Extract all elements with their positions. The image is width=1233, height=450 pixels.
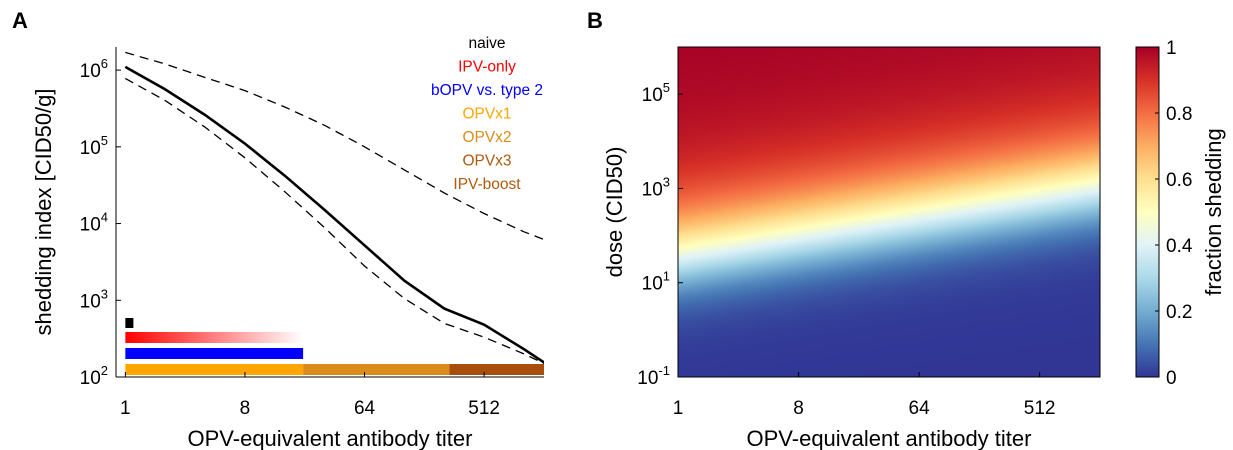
panel-a-x-tick-label: 1 — [120, 398, 131, 419]
panel-b-x-axis-label: OPV-equivalent antibody titer — [747, 426, 1032, 450]
range-bar-3-2 — [449, 364, 544, 375]
colorbar-tick-label: 0.8 — [1166, 104, 1192, 125]
legend-entry: IPV-boost — [453, 176, 521, 193]
series-line-0 — [124, 65, 544, 364]
panel-a-y-tick-label-exponent: 5 — [101, 133, 108, 148]
panel-a-y-tick-label-exponent: 2 — [101, 363, 108, 378]
panel-b-y-tick-label-exponent: 1 — [663, 269, 670, 284]
legend-entry: OPVx2 — [462, 129, 511, 146]
panel-a-y-tick-label: 104 — [80, 210, 108, 236]
panel-a-y-axis-label: shedding index [CID50/g] — [31, 88, 56, 335]
panel-b-y-tick-label-base: 10 — [642, 85, 663, 106]
panel-b-letter: B — [587, 8, 603, 33]
panel-b-y-tick-label-base: 10 — [637, 368, 658, 389]
heatmap-image — [678, 47, 1100, 377]
range-bar-0-0 — [125, 318, 134, 328]
range-bar-1-0 — [125, 332, 304, 343]
colorbar — [1135, 46, 1160, 378]
panel-a-x-axis-label: OPV-equivalent antibody titer — [188, 426, 473, 450]
panel-a-x-tick-label: 8 — [240, 398, 251, 419]
panel-b-plot-frame — [677, 46, 1101, 378]
panel-a-y-tick-label-base: 10 — [80, 138, 101, 159]
panel-a-y-tick-label-base: 10 — [80, 291, 101, 312]
panel-b-x-tick-label: 8 — [793, 398, 804, 419]
panel-b-y-tick-label-exponent: 5 — [663, 80, 670, 95]
panel-b-x-tick-label: 64 — [909, 398, 931, 419]
panel-b-y-tick-label: 10-1 — [637, 363, 670, 389]
colorbar-tick-label: 0 — [1166, 368, 1177, 389]
panel-a-y-tick-label: 106 — [80, 56, 108, 82]
panel-a-y-tick-label-base: 10 — [80, 215, 101, 236]
legend-entry: naive — [468, 35, 505, 52]
panel-b-y-tick-label-exponent: 3 — [663, 174, 670, 189]
panel-b-y-tick-label-base: 10 — [642, 179, 663, 200]
legend-entry: IPV-only — [458, 59, 516, 76]
panel-a-letter: A — [12, 8, 28, 33]
colorbar-tick-label: 0.2 — [1166, 302, 1192, 323]
legend-entry: OPVx3 — [462, 153, 511, 170]
panel-b-y-tick-label-exponent: -1 — [658, 363, 670, 378]
series-line-2 — [124, 77, 544, 365]
panel-b-y-tick-label: 101 — [642, 269, 670, 295]
series-line-1 — [125, 51, 544, 241]
panel-b-x-tick-label: 1 — [673, 398, 684, 419]
panel-a-y-tick-label: 103 — [80, 286, 108, 312]
panel-a-y-tick-label: 105 — [80, 133, 108, 159]
range-bar-3-1 — [303, 364, 450, 375]
range-bar-2-0 — [125, 348, 304, 359]
colorbar-tick-label: 0.6 — [1166, 170, 1192, 191]
legend-entry: bOPV vs. type 2 — [431, 82, 543, 99]
panel-b-y-tick-label-base: 10 — [642, 274, 663, 295]
panel-b-y-axis-label: dose (CID50) — [602, 147, 627, 278]
legend-entry: OPVx1 — [462, 106, 511, 123]
colorbar-label: fraction shedding — [1201, 128, 1226, 296]
range-bar-3-0 — [125, 364, 304, 375]
panel-a-y-tick-label-base: 10 — [80, 368, 101, 389]
panel-a-x-tick-label: 64 — [354, 398, 376, 419]
panel-b-y-tick-label: 105 — [642, 80, 670, 106]
panel-a-y-tick-label-exponent: 6 — [101, 56, 108, 71]
panel-b-x-tick-label: 512 — [1024, 398, 1056, 419]
panel-a-y-tick-label-exponent: 3 — [101, 286, 108, 301]
colorbar-tick-label: 0.4 — [1166, 236, 1193, 257]
panel-a-y-tick-label-base: 10 — [80, 61, 101, 82]
colorbar-tick-label: 1 — [1166, 38, 1177, 59]
panel-a-x-tick-label: 512 — [468, 398, 500, 419]
panel-b-y-tick-label: 103 — [642, 174, 670, 200]
panel-a-y-tick-label-exponent: 4 — [101, 210, 108, 225]
panel-a-y-tick-label: 102 — [80, 363, 108, 389]
